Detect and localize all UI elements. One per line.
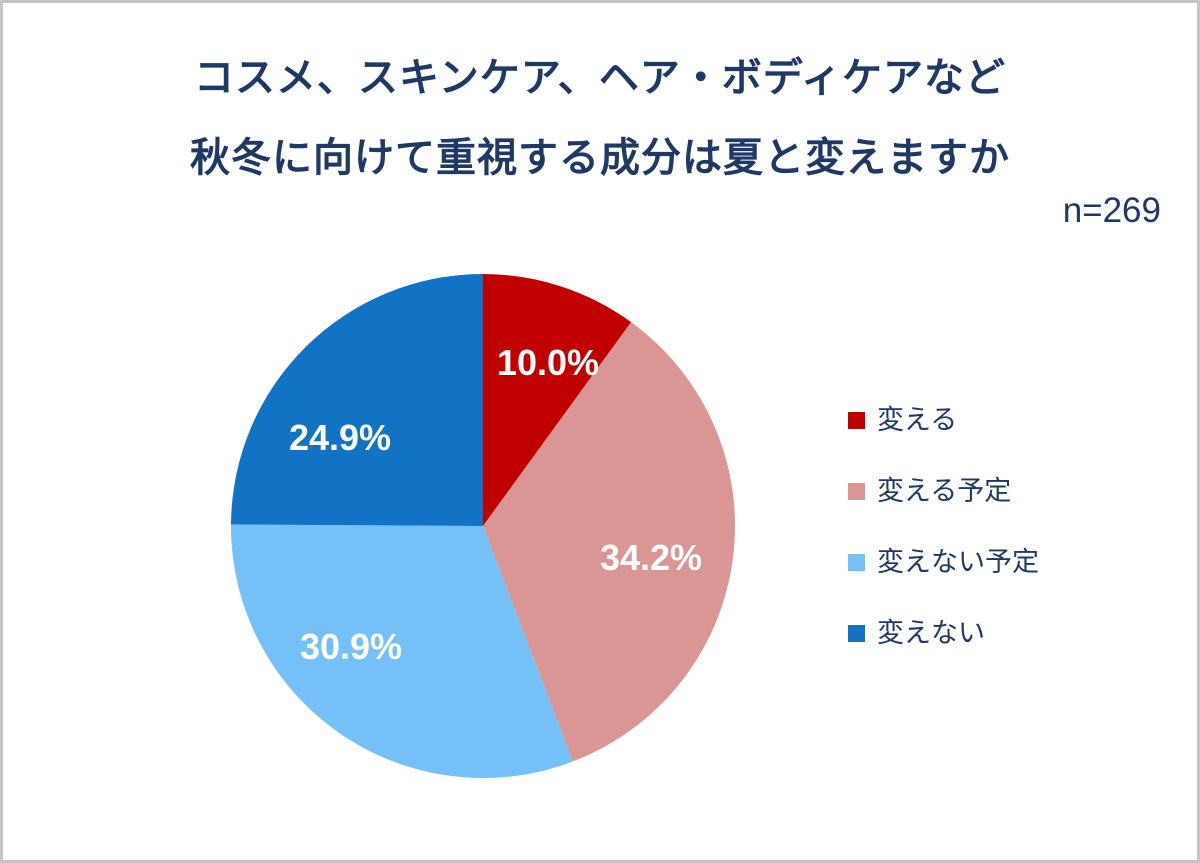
legend-label: 変えない	[877, 617, 985, 648]
legend-swatch-icon	[848, 624, 865, 642]
legend-swatch-icon	[848, 411, 865, 429]
pie-slice-1	[483, 322, 735, 762]
legend-label: 変える	[877, 404, 958, 435]
pie-slice-2	[231, 524, 573, 778]
slice-value-label: 24.9%	[288, 417, 392, 458]
pie-chart-svg	[231, 274, 735, 778]
chart-legend: 変える変える予定変えない予定 変えない	[848, 403, 1039, 687]
legend-label: 変える予定	[877, 475, 1012, 506]
pie-slice-3	[231, 274, 483, 526]
legend-item: 変えない	[848, 616, 1039, 650]
legend-item: 変えない予定	[848, 545, 1039, 579]
legend-item: 変える予定	[848, 474, 1039, 508]
sample-size-label: n=269	[1062, 191, 1161, 230]
chart-title-line2: 秋冬に向けて重視する成分は夏と変えますか	[190, 136, 1010, 180]
legend-swatch-icon	[848, 553, 865, 571]
pie-chart	[231, 274, 735, 778]
legend-item: 変える	[848, 403, 1039, 437]
legend-swatch-icon	[848, 482, 865, 500]
slice-value-label: 10.0%	[496, 342, 600, 383]
legend-label: 変えない予定	[877, 546, 1039, 577]
slice-value-label: 34.2%	[599, 537, 703, 578]
pie-slice-0	[483, 274, 632, 526]
slice-value-label: 30.9%	[299, 626, 403, 667]
chart-title-line1: コスメ、スキンケア、ヘア・ボディケアなど	[194, 56, 1006, 100]
